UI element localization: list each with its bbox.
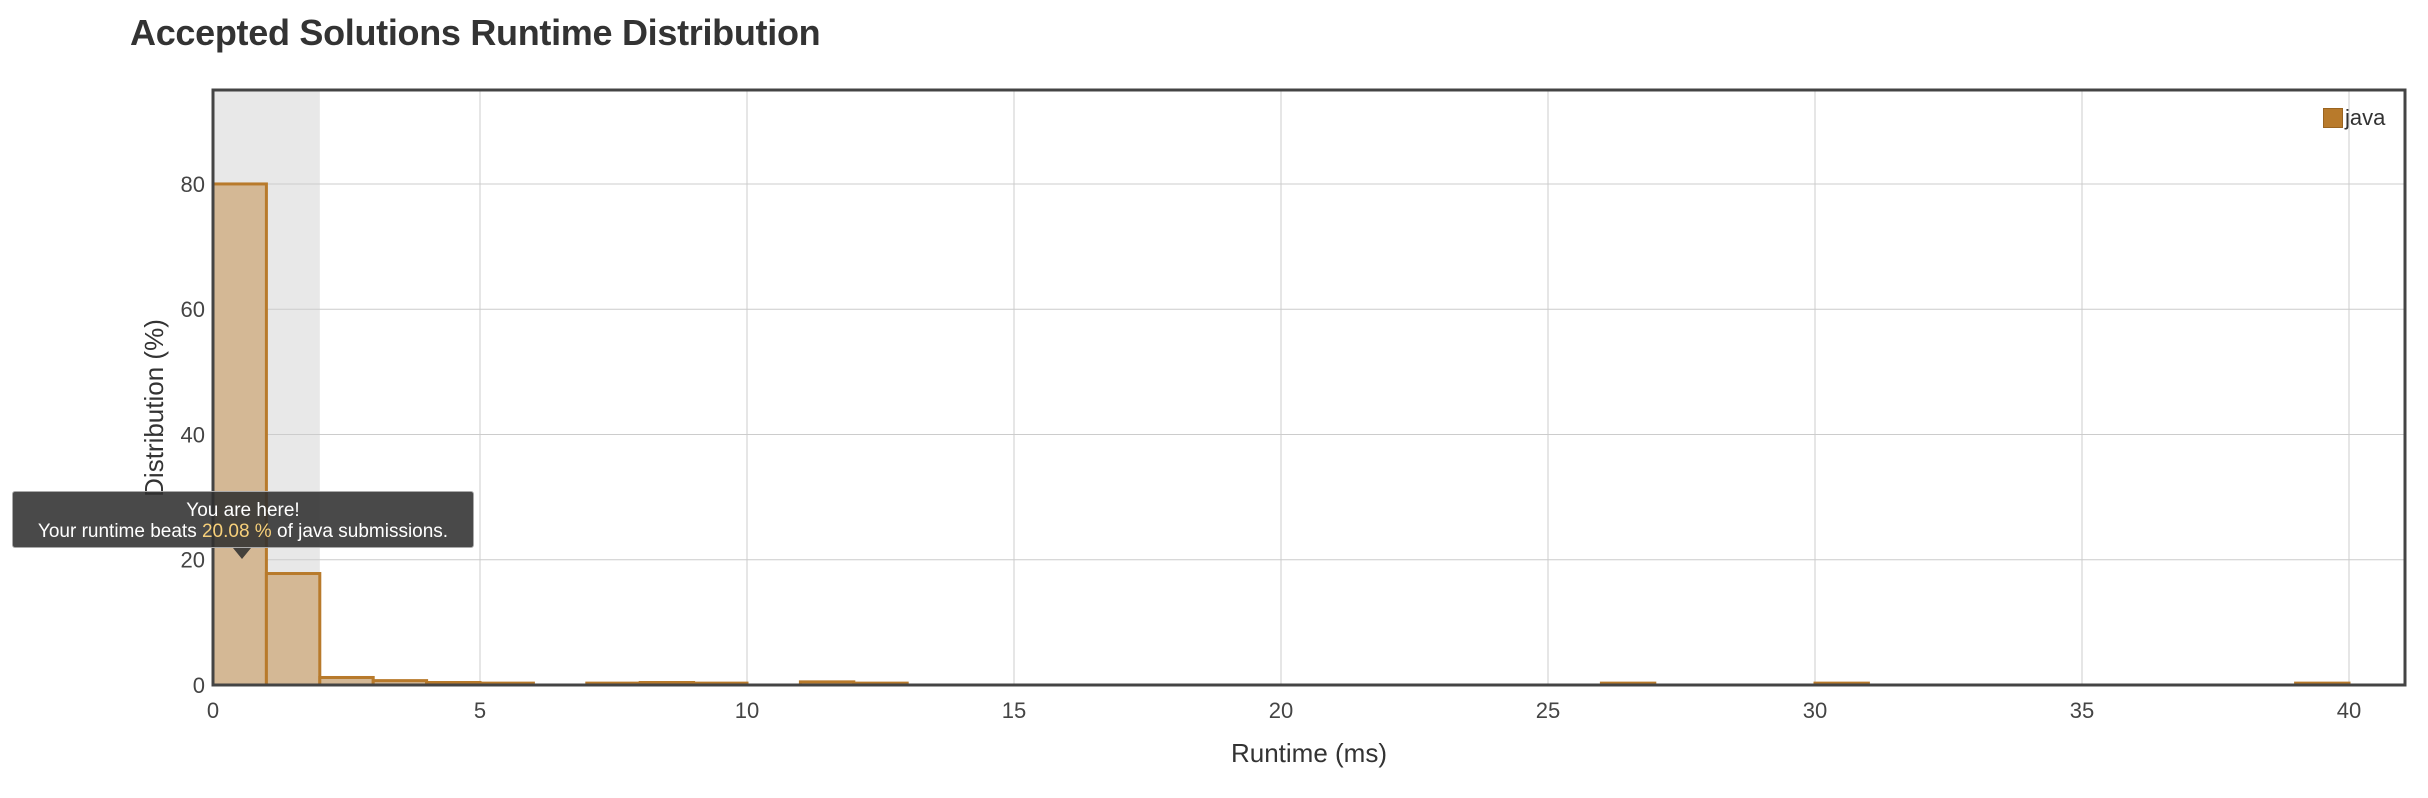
runtime-tooltip: You are here! Your runtime beats 20.08 %… [12, 491, 474, 548]
y-tick-label: 0 [193, 673, 205, 698]
y-axis-label: Distribution (%) [139, 319, 169, 497]
tooltip-percentile: 20.08 % [201, 521, 272, 542]
x-tick-label: 25 [1536, 698, 1560, 723]
tooltip-prefix: Your runtime beats [37, 521, 202, 542]
x-tick-label: 40 [2337, 698, 2361, 723]
x-tick-label: 15 [1002, 698, 1026, 723]
y-tick-label: 20 [181, 548, 205, 573]
x-tick-label: 10 [735, 698, 759, 723]
tick-labels-layer: 0 5 10 15 20 25 30 35 40 0 20 40 60 80 [181, 172, 2362, 723]
y-tick-label: 80 [181, 172, 205, 197]
legend-label-java: java [2345, 105, 2386, 130]
histogram-bar[interactable] [264, 572, 322, 687]
x-tick-label: 30 [1803, 698, 1827, 723]
legend-swatch-java [2323, 108, 2343, 128]
x-axis-label: Runtime (ms) [1231, 738, 1387, 768]
grid-layer [212, 90, 2405, 686]
tooltip-suffix: of java submissions. [271, 521, 449, 542]
x-tick-label: 35 [2070, 698, 2094, 723]
tooltip-caret [233, 548, 251, 559]
chart-title: Accepted Solutions Runtime Distribution [130, 12, 821, 53]
x-tick-label: 5 [474, 698, 486, 723]
histogram-bar[interactable] [211, 182, 268, 687]
x-tick-label: 20 [1269, 698, 1293, 723]
tooltip-heading: You are here! [186, 500, 300, 521]
chart-legend[interactable]: java [2323, 105, 2385, 131]
x-tick-label: 0 [207, 698, 219, 723]
y-tick-label: 60 [181, 297, 205, 322]
plot-frame [211, 88, 2407, 687]
tooltip-body: Your runtime beats 20.08 % of java submi… [13, 521, 473, 542]
y-tick-label: 40 [181, 422, 205, 447]
